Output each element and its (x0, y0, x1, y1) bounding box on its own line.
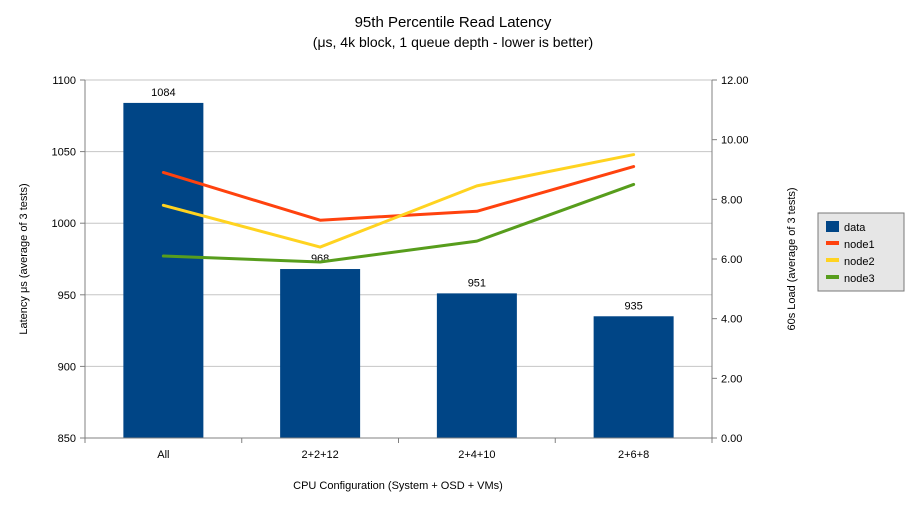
tick-labels: 850 900 950 1000 1050 1100 0.00 2.00 4.00 6.00 8.0… (52, 75, 749, 461)
bar-2+2+12 (280, 269, 361, 438)
y-left-tick-label: 900 (58, 361, 76, 373)
x-category-label: 2+4+10 (458, 449, 495, 461)
legend-label-node2: node2 (844, 256, 875, 268)
y-right-tick-label: 2.00 (721, 373, 742, 385)
chart-title: 95th Percentile Read Latency (355, 14, 552, 31)
y-left-tick-label: 850 (58, 433, 76, 445)
line-node3 (161, 182, 636, 264)
line-node1 (161, 165, 636, 222)
y-axis-right-title: 60s Load (average of 3 tests) (786, 187, 798, 330)
bar-All (123, 102, 204, 439)
x-axis-title: CPU Configuration (System + OSD + VMs) (293, 480, 503, 492)
bar-value-label: 951 (468, 277, 486, 289)
legend: data node1 node2 node3 (817, 212, 905, 292)
legend-swatch-node1 (826, 241, 839, 245)
y-left-tick-label: 1050 (52, 147, 76, 159)
x-category-label: 2+6+8 (618, 449, 649, 461)
bar-value-label: 935 (624, 300, 642, 312)
bar-2+6+8 (593, 316, 674, 438)
x-category-label: All (157, 449, 169, 461)
x-category-label: 2+2+12 (301, 449, 338, 461)
legend-label-data: data (844, 222, 866, 234)
y-right-tick-label: 8.00 (721, 194, 742, 206)
y-left-tick-label: 1000 (52, 218, 76, 230)
legend-swatch-data (826, 221, 839, 232)
bar-series (123, 102, 674, 439)
y-right-tick-label: 6.00 (721, 254, 742, 266)
y-right-tick-label: 0.00 (721, 433, 742, 445)
line-series (161, 153, 636, 264)
y-left-tick-label: 950 (58, 290, 76, 302)
axes (80, 79, 717, 443)
y-right-tick-label: 4.00 (721, 314, 742, 326)
bar-value-label: 1084 (151, 87, 175, 99)
legend-swatch-node2 (826, 258, 839, 262)
chart-subtitle: (μs, 4k block, 1 queue depth - lower is … (313, 34, 593, 50)
y-right-tick-label: 10.00 (721, 135, 749, 147)
bar-2+4+10 (436, 293, 517, 438)
y-left-tick-label: 1100 (52, 75, 76, 87)
legend-swatch-node3 (826, 275, 839, 279)
y-axis-left-title: Latency μs (average of 3 tests) (18, 183, 30, 334)
y-right-tick-label: 12.00 (721, 75, 749, 87)
line-node2 (161, 153, 636, 249)
legend-label-node3: node3 (844, 273, 875, 285)
legend-label-node1: node1 (844, 239, 875, 251)
